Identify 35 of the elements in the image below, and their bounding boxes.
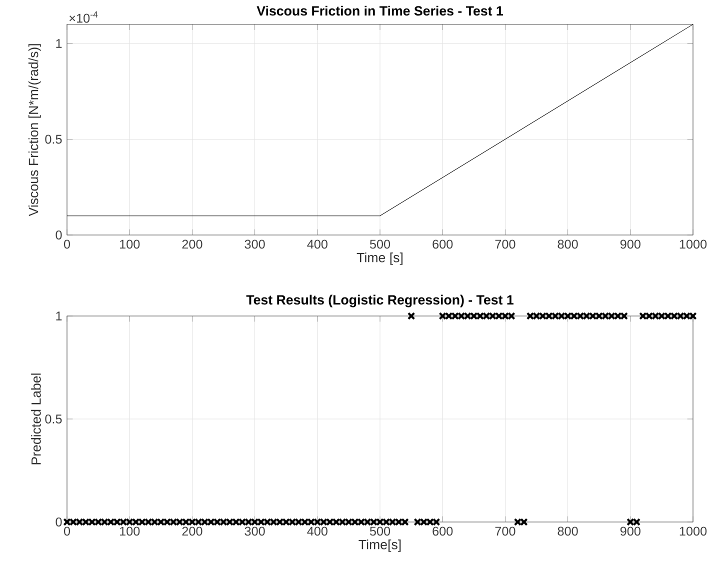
x-tick-label: 500 <box>370 240 390 249</box>
x-axis-title: Time [s] <box>356 252 403 265</box>
x-tick-label: 200 <box>182 240 202 249</box>
x-axis-title: Time[s] <box>358 540 401 552</box>
y-tick-label: 1 <box>56 312 62 320</box>
x-tick-label: 900 <box>620 526 640 536</box>
x-tick-label: 0 <box>64 526 70 536</box>
y-tick-label: 1 <box>56 39 62 48</box>
x-tick-label: 1000 <box>680 240 707 249</box>
x-tick-label: 700 <box>495 240 516 249</box>
x-tick-label: 300 <box>244 526 265 536</box>
x-tick-label: 1000 <box>680 526 707 536</box>
x-tick-label: 300 <box>244 240 265 249</box>
x-tick-label: 800 <box>558 526 578 536</box>
x-tick-label: 100 <box>120 240 140 249</box>
text: ×10$^{-4}$ <box>69 11 98 23</box>
y-axis-title: Predicted Label <box>31 374 41 464</box>
x-tick-label: 400 <box>307 526 328 536</box>
x-tick-label: 600 <box>432 526 453 536</box>
chart-title: Test Results (Logistic Regression) - Test 1 <box>246 294 514 308</box>
x-tick-label: 600 <box>432 240 453 249</box>
x-tick-label: 800 <box>558 240 578 249</box>
y-tick-label: 0.5 <box>45 134 62 144</box>
y-tick-label: 0.5 <box>45 414 62 424</box>
x-tick-label: 200 <box>182 526 202 536</box>
x-tick-label: 0 <box>64 240 70 249</box>
chart-title: Viscous Friction in Time Series - Test 1 <box>256 6 504 16</box>
x-tick-label: 500 <box>370 526 390 536</box>
y-axis-title: Viscous Friction [N*m/(rad/s)] <box>28 44 41 216</box>
x-tick-label: 900 <box>620 240 640 249</box>
y-tick-label: 0 <box>56 230 62 240</box>
x-tick-label: 400 <box>307 240 328 249</box>
x-tick-label: 700 <box>495 526 516 536</box>
x-tick-label: 100 <box>120 526 140 536</box>
y-tick-label: 0 <box>56 518 62 526</box>
